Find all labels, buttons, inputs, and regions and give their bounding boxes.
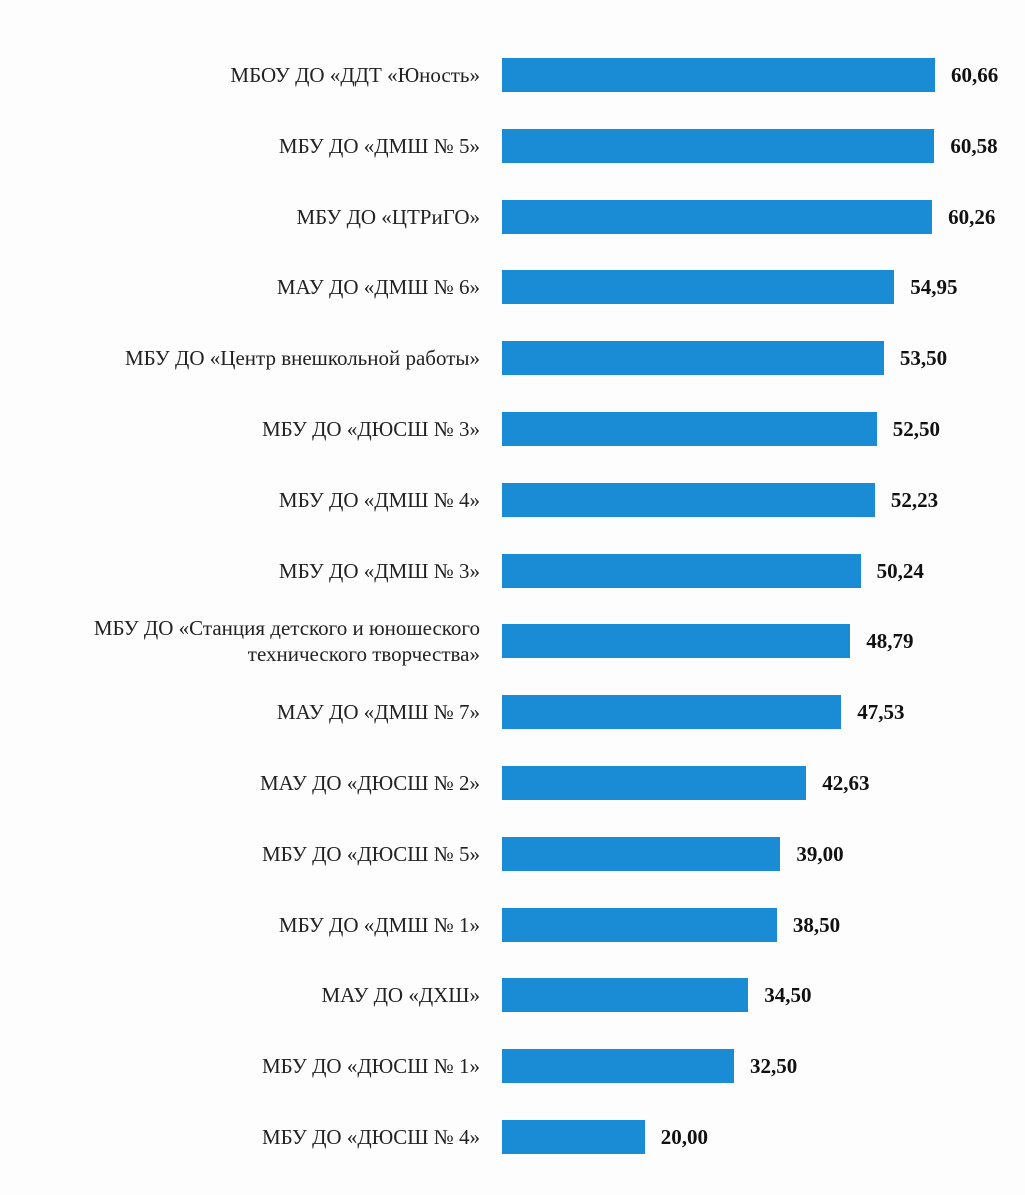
bar <box>502 836 781 871</box>
value-label: 39,00 <box>796 841 844 866</box>
category-label: МБУ ДО «ДМШ № 5» <box>278 133 480 158</box>
value-label: 60,26 <box>948 204 996 229</box>
category-label: МБУ ДО «ДЮСШ № 1» <box>262 1054 480 1079</box>
category-label: МБУ ДО «ЦТРиГО» <box>296 204 480 229</box>
category-label: МБУ ДО «Станция детского и юношеского те… <box>93 616 480 667</box>
bar <box>502 553 861 588</box>
category-label: МБУ ДО «ДМШ № 4» <box>278 487 480 512</box>
value-label: 54,95 <box>910 275 958 300</box>
category-label: МАУ ДО «ДМШ № 7» <box>276 700 480 725</box>
value-label: 38,50 <box>792 912 841 937</box>
bar <box>502 766 807 800</box>
bar <box>502 978 749 1013</box>
category-label: МАУ ДО «ДМШ № 6» <box>276 275 480 300</box>
category-label: МАУ ДО «ДХШ» <box>321 983 480 1008</box>
category-label: МБОУ ДО «ДДТ «Юность» <box>230 63 480 87</box>
category-label: МБУ ДО «ДМШ № 1» <box>278 912 480 937</box>
value-label: 42,63 <box>822 771 870 795</box>
value-label: 52,23 <box>890 487 939 512</box>
category-label: МБУ ДО «ДЮСШ № 4» <box>262 1125 480 1149</box>
value-label: 47,53 <box>857 700 905 725</box>
bar <box>502 624 851 659</box>
value-label: 50,24 <box>876 558 924 583</box>
value-label: 53,50 <box>899 346 948 371</box>
category-label: МАУ ДО «ДЮСШ № 2» <box>260 771 480 795</box>
category-label: МБУ ДО «Центр внешкольной работы» <box>124 346 480 371</box>
value-label: 32,50 <box>749 1054 798 1079</box>
value-label: 60,66 <box>951 63 999 87</box>
bar <box>502 270 895 305</box>
bar <box>502 482 875 517</box>
value-label: 60,58 <box>950 133 998 158</box>
bar <box>502 907 777 942</box>
bar <box>502 58 935 92</box>
value-label: 48,79 <box>866 629 914 654</box>
category-label: МБУ ДО «ДЮСШ № 3» <box>262 417 480 441</box>
bar <box>502 1049 734 1084</box>
bar <box>502 1120 645 1154</box>
bar <box>502 128 935 163</box>
value-label: 20,00 <box>660 1125 708 1149</box>
category-label: МБУ ДО «ДМШ № 3» <box>278 558 480 583</box>
bar <box>502 341 884 376</box>
bar <box>502 199 933 234</box>
value-label: 52,50 <box>892 417 940 441</box>
value-label: 34,50 <box>764 983 812 1008</box>
bar <box>502 412 877 446</box>
bar <box>502 695 842 730</box>
category-label: МБУ ДО «ДЮСШ № 5» <box>262 841 480 866</box>
